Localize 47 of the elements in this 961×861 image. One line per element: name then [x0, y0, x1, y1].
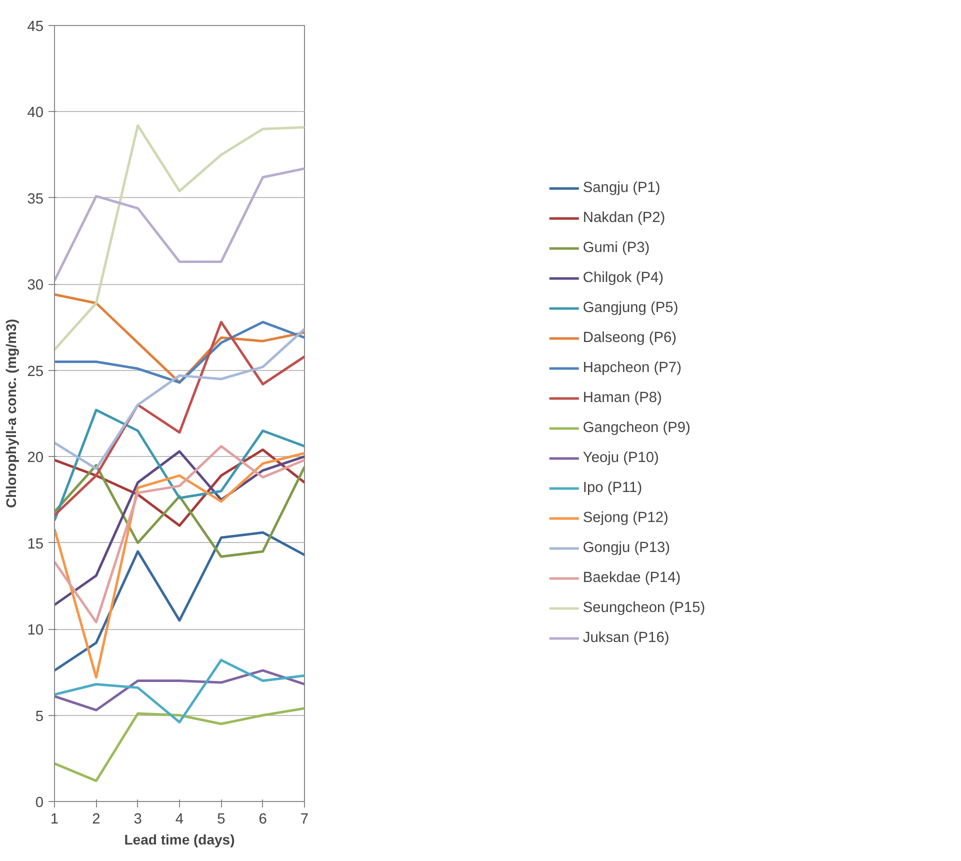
line-series [54, 124, 304, 351]
legend-label: Gangjung (P5) [582, 300, 678, 316]
legend-label: Yeoju (P10) [582, 450, 659, 466]
line-series [54, 531, 304, 672]
line-series [54, 320, 304, 384]
line-series [54, 464, 304, 558]
legend-label: Baekdae (P14) [582, 570, 681, 586]
y-tick-label: 25 [27, 364, 44, 380]
legend-label: Sejong (P12) [582, 510, 668, 526]
x-tick-label: 4 [175, 812, 184, 828]
y-tick-label: 45 [27, 19, 44, 35]
y-tick-label: 35 [27, 191, 44, 208]
line-series [54, 452, 304, 679]
x-tick-label: 6 [258, 812, 267, 828]
y-tick-label: 20 [27, 450, 44, 466]
x-tick-label: 7 [300, 812, 309, 828]
y-tick-label: 15 [27, 536, 44, 552]
x-axis-title: Lead time (days) [124, 832, 235, 848]
x-tick-label: 3 [134, 812, 142, 828]
legend-label: Dalseong (P6) [582, 330, 677, 346]
legend-label: Seungcheon (P15) [582, 600, 706, 616]
line-series [54, 167, 304, 282]
line-series [54, 408, 304, 522]
x-tick-label: 5 [217, 812, 226, 828]
y-tick-label: 0 [35, 795, 44, 811]
y-tick-label: 30 [27, 278, 44, 294]
legend-label: Haman (P8) [582, 390, 662, 406]
legend-label: Gongju (P13) [582, 540, 670, 556]
x-tick-label: 1 [50, 812, 59, 828]
line-series [54, 669, 304, 712]
y-tick-label: 40 [27, 105, 44, 122]
line-series [54, 658, 304, 724]
legend-label: Sangju (P1) [582, 180, 660, 196]
legend-label: Juksan (P16) [582, 630, 670, 646]
legend-label: Gangcheon (P9) [582, 420, 690, 436]
legend-label: Ipo (P11) [582, 480, 642, 496]
x-tick-label: 2 [92, 812, 100, 828]
line-series [54, 320, 304, 516]
legend-label: Gumi (P3) [582, 240, 650, 256]
y-axis-title: Chlorophyll-a conc. (mg/m3) [3, 318, 20, 508]
legend-label: Nakdan (P2) [582, 210, 666, 226]
legend-label: Hapcheon (P7) [582, 360, 682, 376]
legend-label: Chilgok (P4) [582, 270, 664, 286]
line-series [54, 707, 304, 782]
line-series [54, 328, 304, 470]
y-tick-label: 10 [27, 622, 44, 639]
y-tick-label: 5 [35, 708, 44, 725]
